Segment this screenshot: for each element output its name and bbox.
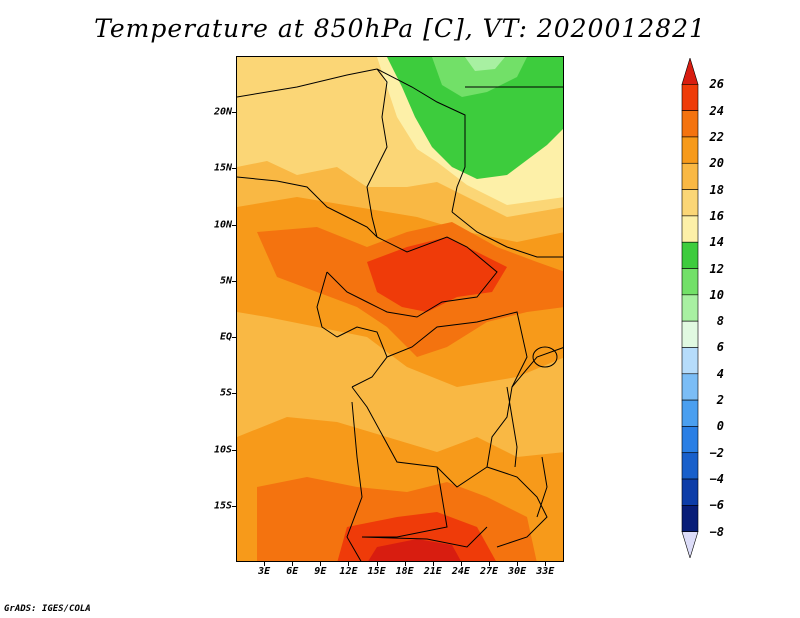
colorbar-level-label: 6: [716, 340, 724, 355]
border-sudan-south: [451, 211, 563, 258]
lon-tick-label: 27E: [479, 566, 499, 577]
colorbar-level-label: 0: [716, 419, 724, 434]
lon-tick-mark: [404, 562, 406, 566]
lon-tick-label: 9E: [314, 566, 327, 577]
contour-8-10-north: [465, 57, 505, 71]
temperature-map: [237, 57, 563, 561]
border-gabon-congo: [336, 326, 388, 388]
colorbar-level-label: 22: [709, 129, 724, 144]
lat-tick-mark: [232, 505, 236, 507]
lon-tick-mark: [320, 562, 322, 566]
lon-tick-label: 15E: [367, 566, 386, 577]
colorbar-level-label: 16: [709, 208, 724, 223]
lon-tick-mark: [348, 562, 350, 566]
colorbar-level-label: −4: [709, 472, 724, 487]
lat-tick-mark: [232, 393, 236, 395]
colorbar-level-label: 4: [716, 366, 724, 381]
lon-tick-label: 12E: [339, 566, 358, 577]
lon-tick-mark: [489, 562, 491, 566]
colorbar-level-label: 26: [709, 77, 724, 92]
colorbar-level-label: 20: [709, 156, 724, 171]
lat-tick-label: 10S: [213, 444, 232, 456]
contour-fill: [237, 57, 563, 561]
lon-tick-mark: [376, 562, 378, 566]
border-cameroon: [316, 271, 338, 338]
contour-26-plus-south: [368, 539, 461, 561]
lon-tick-mark: [460, 562, 462, 566]
lat-tick-mark: [232, 224, 236, 226]
lat-tick-label: 15N: [213, 162, 232, 174]
lat-tick-label: 5N: [219, 275, 232, 287]
lat-tick-mark: [232, 168, 236, 170]
lakes: [506, 346, 558, 518]
lat-tick-label: EQ: [219, 331, 232, 343]
lat-tick-label: 15S: [213, 500, 232, 512]
country-borders: [237, 68, 563, 561]
lon-tick-label: 3E: [258, 566, 271, 577]
border-angola-zambia: [362, 466, 448, 538]
colorbar-level-label: 14: [709, 235, 724, 250]
map-panel: [236, 56, 564, 562]
lat-tick-label: 5S: [219, 387, 232, 399]
border-nigeria: [237, 176, 378, 238]
lon-tick-mark: [292, 562, 294, 566]
lon-tick-label: 21E: [423, 566, 442, 577]
border-zambia-east: [486, 466, 548, 548]
colorbar-bottom-triangle: [681, 531, 699, 558]
lon-tick-label: 18E: [395, 566, 414, 577]
lat-tick-label: 10N: [213, 219, 232, 231]
contour-24-26-central: [367, 237, 507, 312]
lon-tick-mark: [517, 562, 519, 566]
colorbar-level-label: 24: [709, 103, 724, 118]
border-namibia: [361, 526, 488, 548]
lon-tick-label: 30E: [508, 566, 527, 577]
lat-tick-label: 20N: [213, 106, 232, 118]
border-east-africa: [511, 347, 563, 388]
border-chad-sudan: [376, 68, 466, 213]
lat-tick-mark: [232, 280, 236, 282]
colorbar-level-label: 10: [709, 287, 724, 302]
lat-tick-mark: [232, 112, 236, 114]
lon-tick-label: 33E: [536, 566, 555, 577]
colorbar-level-label: −2: [709, 445, 724, 460]
lon-tick-mark: [264, 562, 266, 566]
colorbar-level-label: −6: [709, 498, 724, 513]
lake-victoria: [532, 346, 558, 368]
colorbar-level-label: 12: [709, 261, 724, 276]
lake-malawi: [536, 456, 548, 518]
border-drc: [351, 311, 528, 488]
colorbar: [681, 58, 699, 558]
border-car: [326, 236, 498, 318]
credit-text: GrADS: IGES/COLA: [4, 604, 91, 614]
lat-tick-mark: [232, 449, 236, 451]
border-chad-west: [366, 68, 388, 238]
contour-10-12-north: [432, 57, 527, 97]
lat-tick-mark: [232, 337, 236, 339]
lon-tick-label: 24E: [451, 566, 470, 577]
lon-tick-label: 6E: [286, 566, 299, 577]
border-niger-chad: [237, 68, 378, 98]
colorbar-level-label: 8: [716, 314, 724, 329]
colorbar-level-label: −8: [709, 524, 724, 539]
colorbar-level-label: 2: [716, 393, 724, 408]
lon-tick-mark: [432, 562, 434, 566]
map-title: Temperature at 850hPa [C], VT: 202001282…: [94, 14, 706, 43]
lake-tanganyika: [506, 386, 518, 468]
colorbar-level-label: 18: [709, 182, 724, 197]
border-angola: [346, 401, 363, 561]
lon-tick-mark: [545, 562, 547, 566]
